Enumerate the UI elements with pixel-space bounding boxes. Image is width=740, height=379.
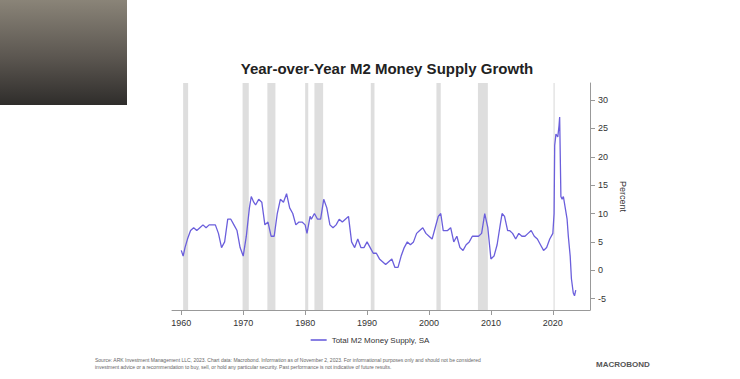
svg-text:2010: 2010 [481, 318, 501, 328]
svg-text:0: 0 [598, 265, 603, 275]
svg-text:Percent: Percent [618, 181, 628, 213]
svg-text:20: 20 [598, 152, 608, 162]
svg-text:1970: 1970 [233, 318, 253, 328]
svg-text:1960: 1960 [171, 318, 191, 328]
svg-text:-5: -5 [598, 294, 606, 304]
svg-text:10: 10 [598, 209, 608, 219]
svg-text:30: 30 [598, 95, 608, 105]
svg-text:MACROBOND: MACROBOND [596, 360, 650, 369]
svg-text:1980: 1980 [295, 318, 315, 328]
svg-text:15: 15 [598, 180, 608, 190]
svg-text:Source: ARK Investment Managem: Source: ARK Investment Management LLC, 2… [95, 357, 481, 363]
svg-text:Year-over-Year M2 Money Supply: Year-over-Year M2 Money Supply Growth [241, 60, 534, 77]
svg-text:2000: 2000 [419, 318, 439, 328]
svg-text:Total M2 Money Supply, SA: Total M2 Money Supply, SA [332, 336, 430, 345]
svg-text:investment advice or a recomme: investment advice or a recommendation to… [95, 364, 391, 370]
svg-text:2020: 2020 [543, 318, 563, 328]
svg-text:1990: 1990 [357, 318, 377, 328]
svg-text:25: 25 [598, 123, 608, 133]
svg-text:5: 5 [598, 237, 603, 247]
